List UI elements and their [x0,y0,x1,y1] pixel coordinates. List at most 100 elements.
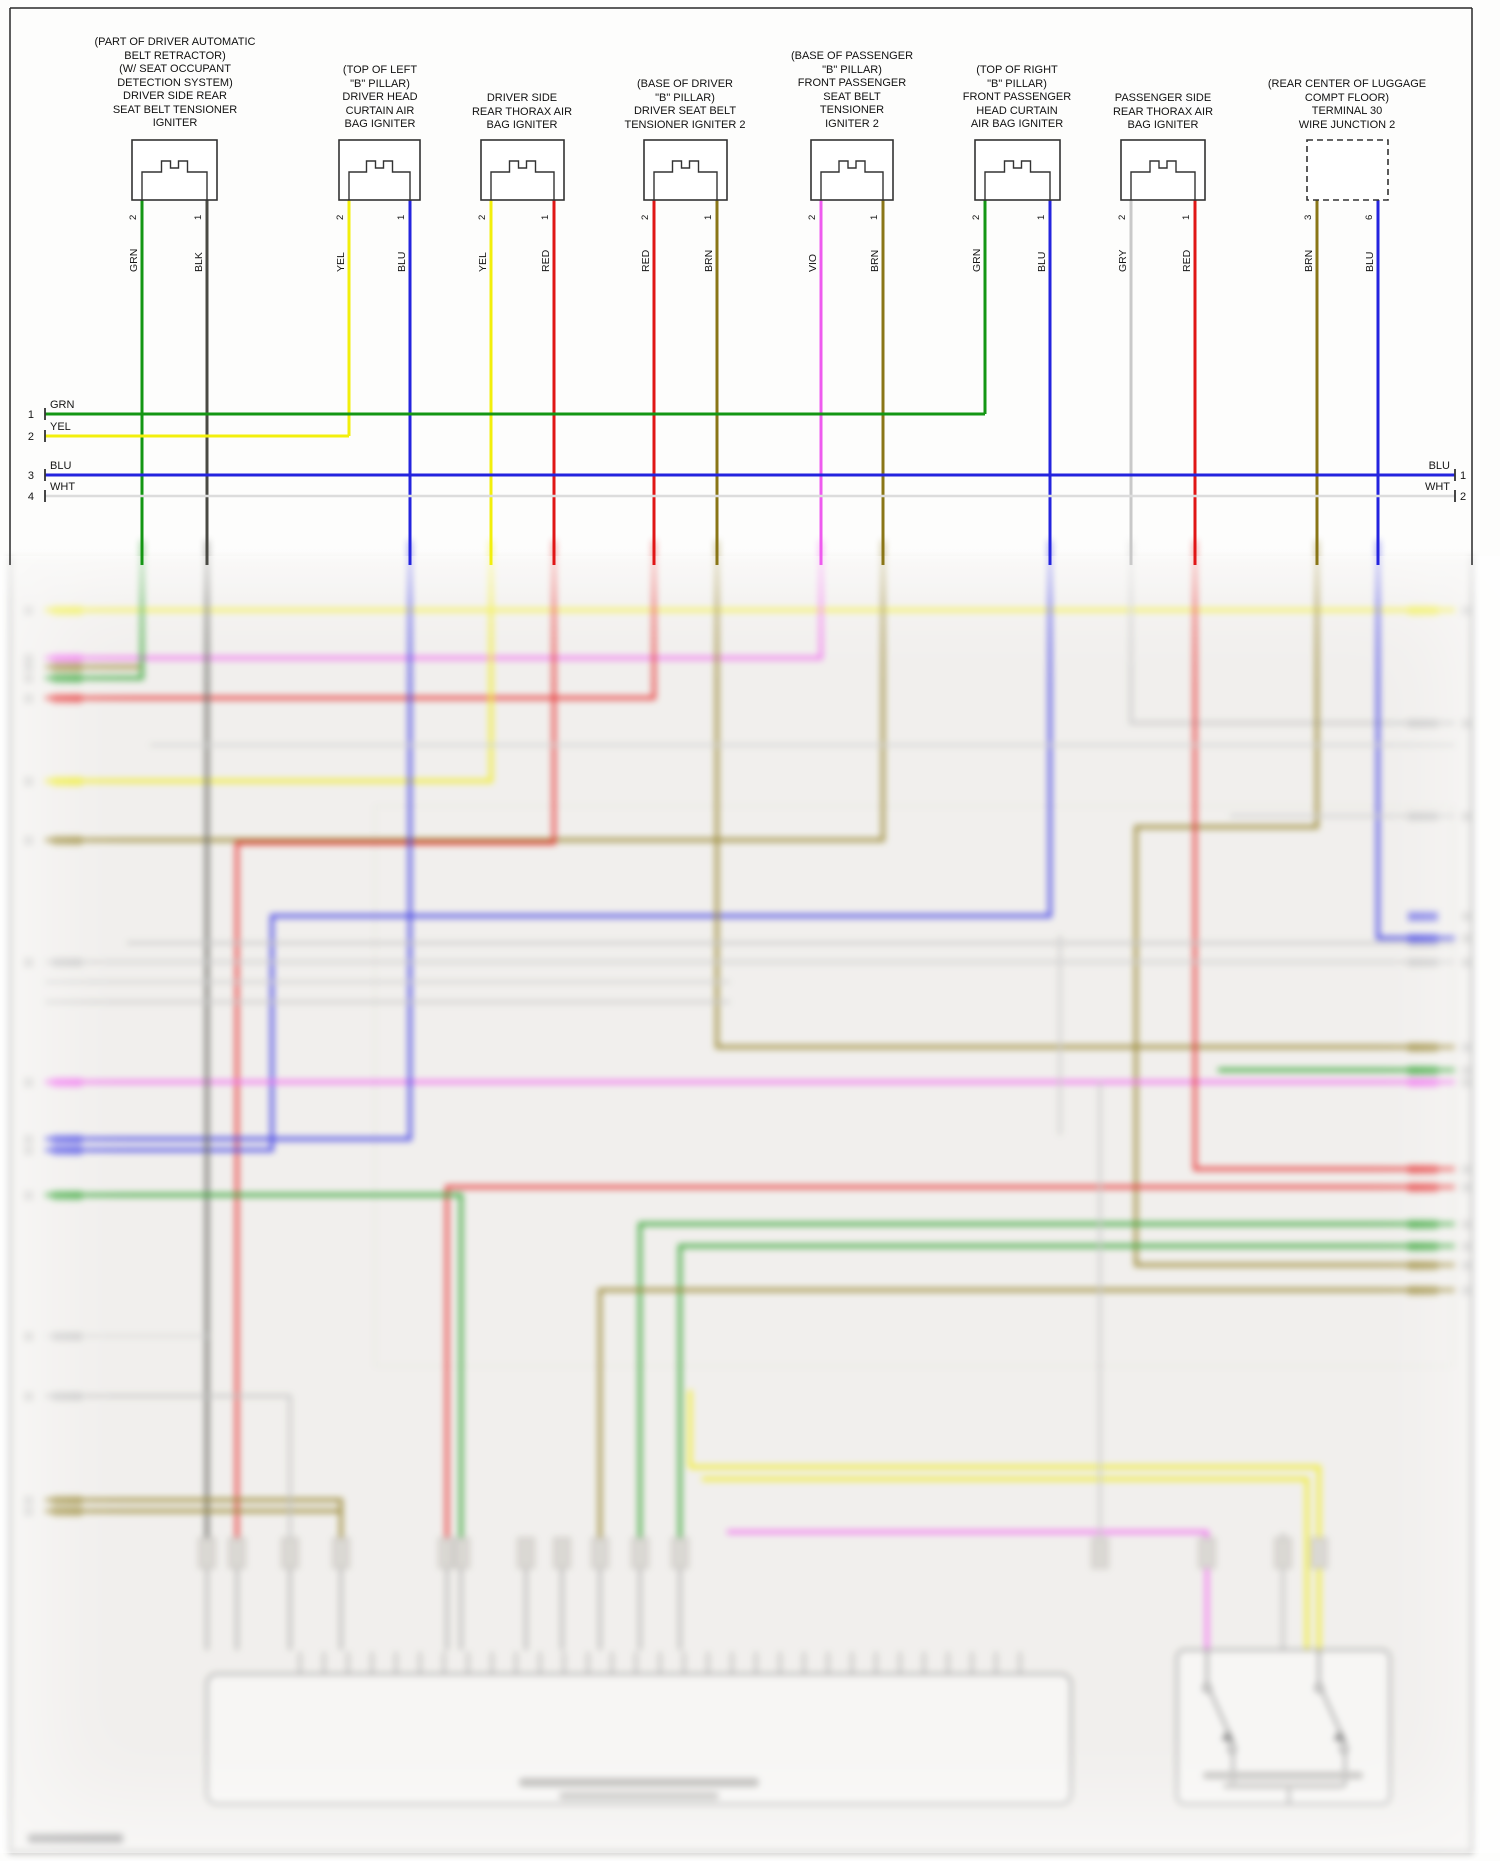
igniter-symbol-icon [490,160,555,200]
ecu-text-smudge [559,1792,719,1800]
wire-run [45,540,412,1141]
pin-number: 2 [335,215,346,220]
pin-number: 3 [1303,215,1314,220]
igniter-symbol-icon [348,160,411,200]
bus-end-ticks [44,408,1456,502]
wire-color-label: GRN [971,249,983,272]
wire-color-label: YEL [477,252,489,272]
stub-drop-wires [206,1568,681,1650]
component-label-1: (PART OF DRIVER AUTOMATIC BELT RETRACTOR… [94,36,256,129]
igniter-box-1 [131,139,218,201]
igniter-box-4 [643,139,728,201]
pin-numbers: 2 1 2 1 2 1 2 1 2 1 2 1 2 1 3 6 [128,215,1375,220]
pin-number: 2 [477,215,488,220]
wire-color-label: BLK [193,252,205,272]
bus-color-label-right: BLU [1429,460,1450,472]
switch-box-text-smudge [1203,1772,1363,1779]
wire-run [598,1288,1455,1560]
wire-color-label: GRN [128,249,140,272]
component-label-8: (REAR CENTER OF LUGGAGE COMPT FLOOR) TER… [1267,78,1427,131]
igniter-box-6 [974,139,1061,201]
component-label-2: (TOP OF LEFT "B" PILLAR) DRIVER HEAD CUR… [342,64,418,130]
igniter-symbol-icon [820,160,884,200]
label-smudge [1408,606,1438,615]
wire-color-label: BRN [703,250,715,272]
label-smudge [52,1135,82,1155]
label-smudge [1408,1043,1438,1295]
ecu-text-smudge [519,1778,759,1787]
bus-pin-number-right: 2 [1460,491,1466,503]
page-frame-lower [9,556,1473,1853]
wire-run [445,1185,1455,1560]
connector-stubs [198,1537,1328,1569]
blurred-gray-wires [45,743,1455,1650]
wire-color-labels: GRN BLK YEL BLU YEL RED RED BRN VIO BRN … [128,249,1376,272]
igniter-symbol-icon [1130,160,1196,200]
bus-pin-number-right: 1 [1460,470,1466,482]
igniter-symbol-icon [141,160,208,200]
wire-run [45,540,885,842]
pin-number: 1 [1181,215,1192,220]
label-smudge [1408,912,1438,943]
pin-number-smudges-left [24,606,33,1516]
bus-color-label-left: WHT [50,481,75,493]
blur-background [11,556,1471,1852]
wire-run [727,1530,1209,1650]
wire-junction-box-dashed [1306,139,1389,201]
bus-color-label-left: BLU [50,460,71,472]
pin-number: 2 [1117,215,1128,220]
wire-run [235,540,556,1560]
pin-number: 2 [807,215,818,220]
sharp-diagram-svg: 2 1 2 1 2 1 2 1 2 1 2 1 2 1 3 6 GRN BLK … [9,7,1473,565]
faint-shield-outline [374,805,1454,1367]
wire-run [678,1244,1455,1560]
label-smudge [1408,1165,1438,1192]
wire-color-label: YEL [335,252,347,272]
wire-color-label: BRN [1303,250,1315,272]
wire-run [45,1193,463,1560]
wire-label-smudges-left [24,606,82,1516]
wire-run [638,1222,1455,1560]
bus-pin-number-left: 4 [28,491,34,503]
pin-number: 1 [703,215,714,220]
watermark-smudge [28,1834,123,1843]
label-smudge [52,694,82,703]
wire-color-label: BLU [396,252,408,272]
bus-wires [44,408,1456,502]
bus-pin-number-left: 1 [28,409,34,421]
igniter-symbol-icon [653,160,718,200]
wire-run [45,540,493,783]
wire-run [702,1477,1309,1650]
pin-number: 1 [1036,215,1047,220]
pin-number-smudges-right [1462,606,1471,1295]
igniter-boxes [131,139,1389,201]
igniter-symbols [141,160,1196,200]
wire-run [1193,540,1455,1171]
wire-run [45,540,1052,1152]
component-label-3: DRIVER SIDE REAR THORAX AIR BAG IGNITER [471,92,573,131]
wire-run [1134,540,1455,1267]
pin-number: 1 [396,215,407,220]
wire-color-label: GRY [1117,249,1129,272]
switch-box-text-smudge [1223,1783,1343,1789]
ecu-pin-ticks [299,1652,1021,1674]
igniter-symbol-icon [984,160,1051,200]
bus-pin-number-left: 3 [28,470,34,482]
wire-run [688,1390,1321,1650]
bus-pin-number-left: 2 [28,431,34,443]
wire-color-label: RED [1181,249,1193,272]
wire-color-label: BLU [1364,252,1376,272]
wire-run [715,540,1455,1049]
pin-number: 2 [128,215,139,220]
wire-label-smudges-right [1408,606,1471,1295]
pin-number: 1 [540,215,551,220]
pin-number: 6 [1364,215,1375,220]
bus-color-label-left: YEL [50,421,71,433]
igniter-box-7 [1120,139,1206,201]
pin-number: 1 [193,215,204,220]
wire-color-label: VIO [807,254,819,272]
wire-run [1129,540,1455,725]
component-label-5: (BASE OF PASSENGER "B" PILLAR) FRONT PAS… [790,50,914,130]
